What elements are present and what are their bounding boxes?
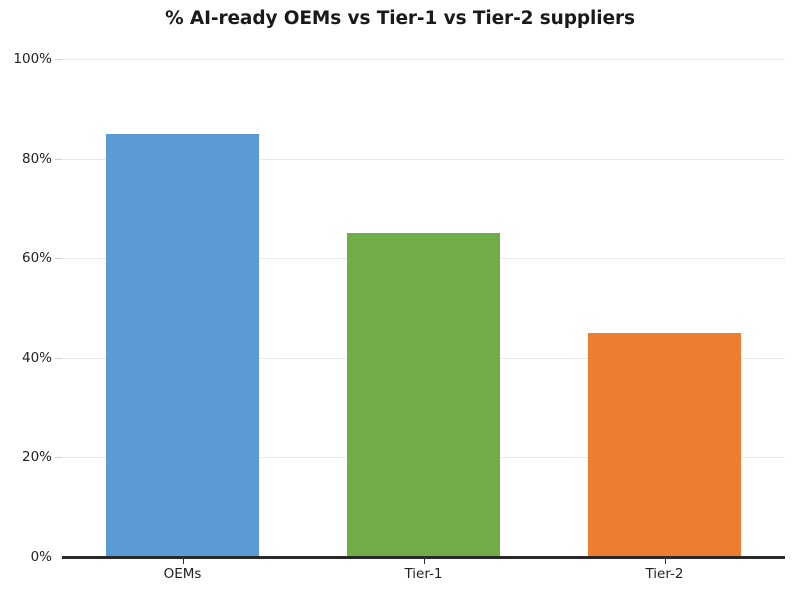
y-tick-label: 60% — [21, 250, 52, 267]
x-tick-label-tier-1: Tier-1 — [404, 566, 443, 582]
y-tick-mark — [55, 59, 62, 60]
x-tick-label-oems: OEMs — [163, 566, 202, 582]
x-axis-spine — [62, 556, 785, 559]
plot-area — [62, 59, 785, 557]
y-tick-mark — [55, 258, 62, 260]
y-tick-label: 20% — [21, 449, 52, 466]
bar-tier-1[interactable] — [346, 233, 501, 557]
y-tick-mark — [55, 357, 62, 359]
y-tick-label: 100% — [13, 51, 52, 67]
gridline-y — [62, 59, 785, 60]
y-tick-mark — [55, 158, 62, 160]
x-tick-label-tier-2: Tier-2 — [645, 566, 684, 582]
x-tick-mark — [423, 558, 425, 564]
y-tick-label: 80% — [21, 150, 52, 167]
bar-oems[interactable] — [105, 133, 260, 557]
bar-tier-2[interactable] — [587, 332, 742, 557]
y-tick-label: 40% — [21, 349, 52, 366]
y-tick-label: 0% — [30, 549, 52, 565]
x-tick-mark — [182, 558, 184, 564]
gridline-y — [62, 158, 785, 160]
x-tick-mark — [664, 558, 666, 564]
y-tick-mark — [55, 457, 62, 459]
chart-title: % AI-ready OEMs vs Tier-1 vs Tier-2 supp… — [165, 8, 635, 29]
